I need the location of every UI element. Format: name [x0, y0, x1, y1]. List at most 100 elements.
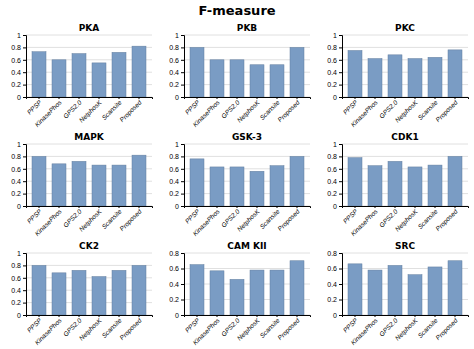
tick-mark [339, 47, 342, 48]
tick-mark [181, 169, 184, 170]
axis-line [343, 207, 469, 209]
tick-label: 0.4 [169, 69, 179, 76]
grid [342, 144, 468, 206]
grid [26, 144, 152, 206]
bar [132, 46, 146, 97]
tick-mark [395, 206, 396, 208]
tick: NetphosK [78, 315, 104, 342]
tick-label: NetphosK [394, 98, 420, 124]
tick-mark [181, 300, 184, 301]
tick: 1 [175, 141, 184, 148]
tick-mark [339, 169, 342, 170]
tick-mark [39, 315, 40, 317]
tick-label: 0.6 [169, 57, 179, 64]
bar [408, 275, 422, 315]
tick-mark [237, 97, 238, 99]
tick-label: 0.6 [11, 275, 21, 282]
x-axis: PPSPKinasePhosGPS2.0NetphosKScansiteProp… [26, 206, 153, 237]
tick-mark [355, 206, 356, 208]
tick: PPSP [184, 97, 202, 116]
tick-label: Proposed [118, 207, 144, 233]
tick-mark [375, 315, 376, 317]
bar [92, 165, 106, 206]
x-axis: PPSPKinasePhosGPS2.0NetphosKScansiteProp… [184, 206, 311, 237]
tick: 0.8 [11, 153, 26, 160]
tick-mark [257, 206, 258, 208]
tick-label: 0.2 [11, 81, 21, 88]
axis-line [23, 145, 27, 207]
tick-mark [277, 206, 278, 208]
title: F-measure [198, 3, 275, 18]
tick-mark [119, 206, 120, 208]
tick-label: Proposed [118, 316, 144, 342]
tick: PPSP [342, 315, 360, 334]
subplot-title: GSK-3 [232, 132, 262, 142]
tick: 0.2 [327, 81, 342, 88]
x-axis: PPSPKinasePhosGPS2.0NetphosKScansiteProp… [184, 97, 311, 128]
bar [368, 166, 382, 206]
tick: NetphosK [236, 206, 262, 233]
tick-mark [99, 206, 100, 208]
tick-label: Proposed [276, 98, 302, 124]
tick-mark [99, 97, 100, 99]
tick: 1 [175, 32, 184, 39]
tick-label: 0 [17, 203, 21, 210]
tick: 0.2 [11, 81, 26, 88]
tick: 0.6 [11, 166, 26, 173]
tick-mark [375, 206, 376, 208]
tick: 0 [17, 203, 26, 210]
bars [32, 155, 146, 206]
tick-mark [23, 47, 26, 48]
tick-mark [339, 206, 342, 207]
tick-mark [339, 315, 342, 316]
grid-line [342, 47, 468, 48]
tick-mark [415, 206, 416, 208]
tick-mark [181, 194, 184, 195]
bar [448, 261, 462, 315]
tick: PPSP [184, 315, 202, 334]
tick-label: 0.2 [11, 299, 21, 306]
tick-label: PPSP [342, 98, 360, 116]
tick-label: KinasePhos [33, 316, 63, 346]
grid-line [342, 144, 468, 145]
tick: PPSP [342, 97, 360, 116]
tick-mark [23, 290, 26, 291]
tick: NetphosK [236, 97, 262, 124]
tick: 0.6 [327, 265, 342, 272]
bar [72, 54, 86, 97]
tick-label: KinasePhos [349, 316, 379, 346]
tick-mark [339, 269, 342, 270]
grid-line [342, 35, 468, 36]
tick: 0 [175, 312, 184, 319]
tick: 0.2 [11, 299, 26, 306]
tick-label: 0.2 [327, 81, 337, 88]
tick-mark [355, 97, 356, 99]
tick-mark [375, 97, 376, 99]
y-axis: 00.20.40.60.81 [11, 141, 26, 210]
tick: 0.8 [11, 262, 26, 269]
tick: KinasePhos [33, 97, 63, 128]
bar [32, 156, 46, 206]
tick-mark [297, 315, 298, 317]
grid-line [26, 253, 152, 254]
tick-mark [277, 97, 278, 99]
tick-mark [339, 60, 342, 61]
tick-mark [23, 144, 26, 145]
tick: 0.4 [11, 178, 26, 185]
tick-mark [23, 35, 26, 36]
tick-label: 0.6 [327, 166, 337, 173]
bar [230, 60, 244, 97]
subplot: 00.20.40.60.81PPSPKinasePhosGPS2.0Netpho… [11, 132, 152, 237]
axis-line [181, 36, 185, 98]
tick-mark [339, 72, 342, 73]
bars [348, 261, 462, 315]
tick-label: 1 [175, 141, 179, 148]
subplot: 00.20.40.60.81PPSPKinasePhosGPS2.0Netpho… [11, 23, 152, 128]
bar [190, 159, 204, 206]
subplot: 00.20.40.60.81PPSPKinasePhosGPS2.0Netpho… [327, 23, 468, 128]
tick-label: KinasePhos [191, 207, 221, 237]
tick-mark [23, 72, 26, 73]
tick: NetphosK [78, 97, 104, 124]
subplot-title: PKC [395, 23, 415, 33]
tick-mark [79, 97, 80, 99]
